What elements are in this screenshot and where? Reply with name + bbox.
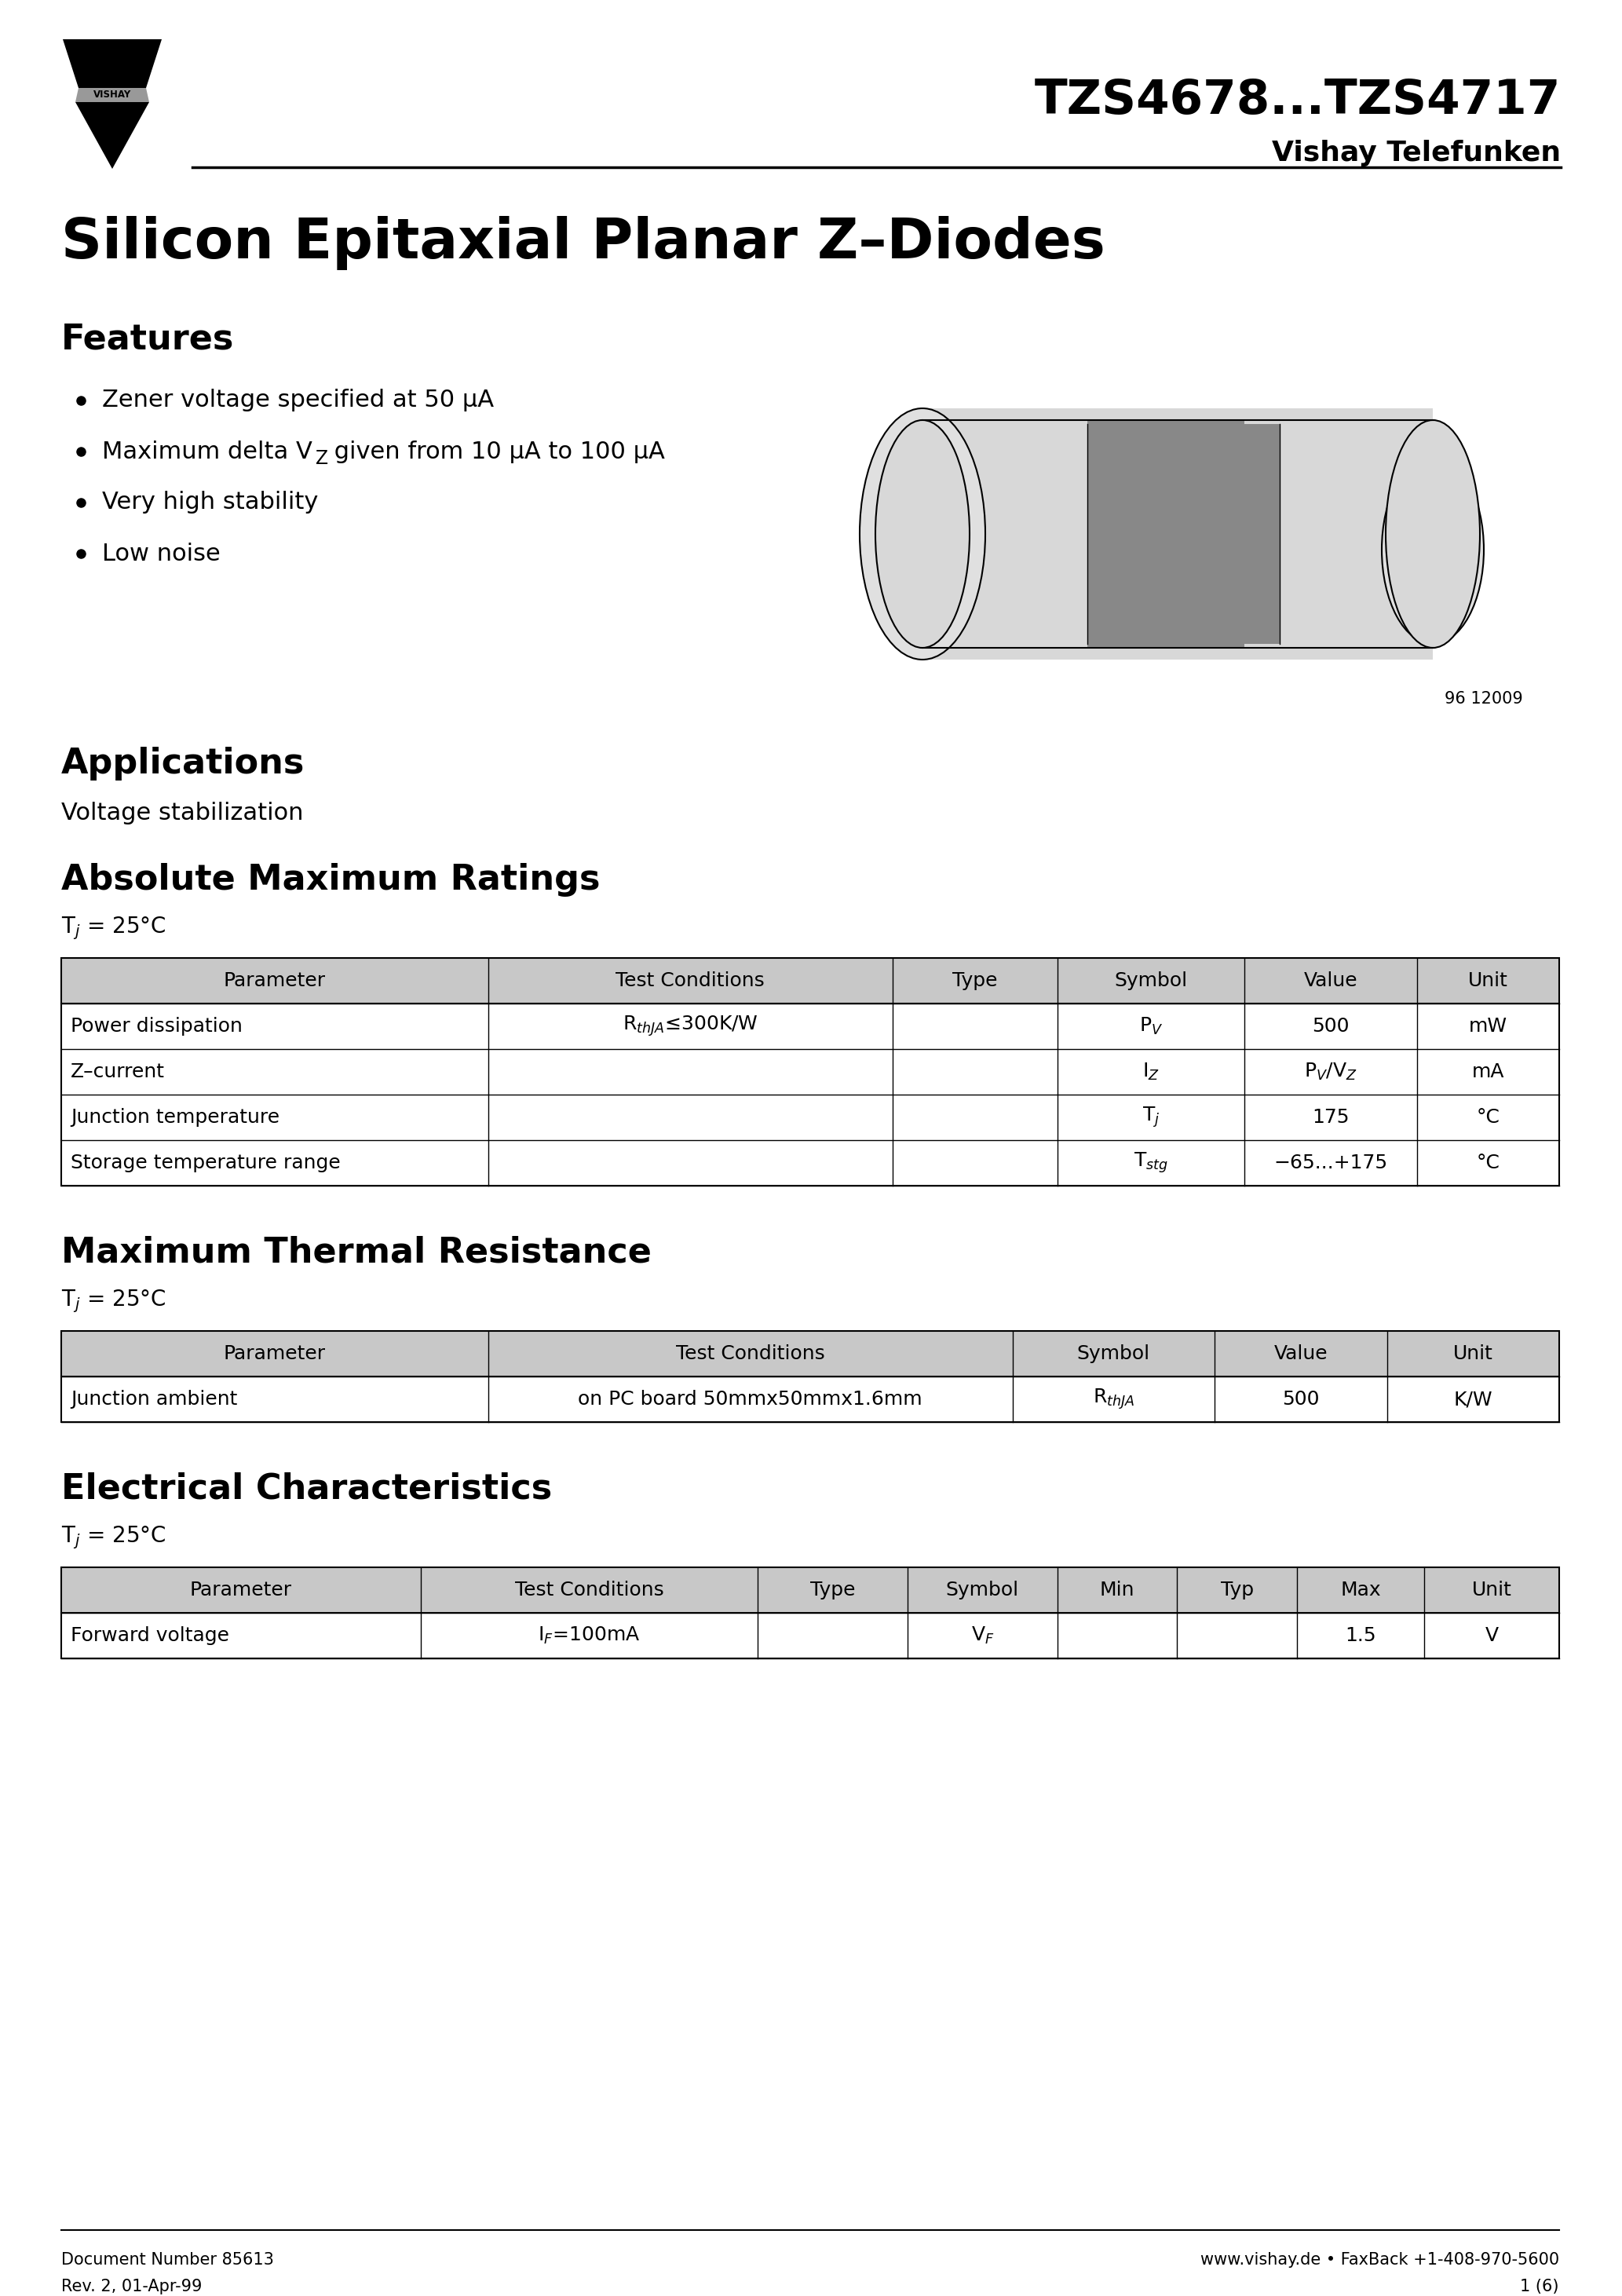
Text: Type: Type [809,1580,855,1600]
Text: Unit: Unit [1468,971,1508,990]
Bar [62,957,1559,1003]
Text: V: V [1486,1626,1499,1644]
Text: Forward voltage: Forward voltage [71,1626,229,1644]
Text: T$_j$ = 25°C: T$_j$ = 25°C [62,1288,165,1313]
Text: Features: Features [62,321,234,356]
Text: Z: Z [316,450,328,468]
Text: Maximum Thermal Resistance: Maximum Thermal Resistance [62,1235,652,1270]
Text: Junction temperature: Junction temperature [71,1109,279,1127]
Text: I$_F$=100mA: I$_F$=100mA [539,1626,641,1646]
Text: Value: Value [1304,971,1358,990]
Bar [62,1332,1559,1378]
Polygon shape [63,39,162,87]
Text: 500: 500 [1281,1389,1319,1410]
Text: T$_j$ = 25°C: T$_j$ = 25°C [62,914,165,941]
Bar [62,957,1559,1185]
Text: K/W: K/W [1453,1389,1492,1410]
Text: 1 (6): 1 (6) [1520,2278,1559,2294]
Text: I$_Z$: I$_Z$ [1142,1061,1160,1081]
Text: Symbol: Symbol [1077,1343,1150,1364]
Text: °C: °C [1476,1109,1500,1127]
Text: Symbol: Symbol [1114,971,1187,990]
Text: Maximum delta V: Maximum delta V [102,441,313,464]
Text: VISHAY: VISHAY [94,90,131,101]
Text: T$_{stg}$: T$_{stg}$ [1134,1150,1168,1176]
Text: Typ: Typ [1221,1580,1254,1600]
Text: Test Conditions: Test Conditions [616,971,766,990]
Text: Max: Max [1340,1580,1380,1600]
Text: Voltage stabilization: Voltage stabilization [62,801,303,824]
Ellipse shape [860,409,985,659]
Text: Electrical Characteristics: Electrical Characteristics [62,1472,551,1506]
Bar [62,1332,1559,1421]
Text: Test Conditions: Test Conditions [514,1580,663,1600]
Text: T$_j$: T$_j$ [1142,1104,1160,1130]
Ellipse shape [1385,420,1479,647]
Text: 175: 175 [1312,1109,1350,1127]
Text: mA: mA [1471,1063,1504,1081]
Bar [62,1612,1559,1658]
Text: Min: Min [1100,1580,1135,1600]
Text: Very high stability: Very high stability [102,491,318,514]
Text: TZS4678...TZS4717: TZS4678...TZS4717 [1035,78,1560,124]
Text: Silicon Epitaxial Planar Z–Diodes: Silicon Epitaxial Planar Z–Diodes [62,216,1105,271]
Text: Storage temperature range: Storage temperature range [71,1153,341,1173]
Bar [62,1568,1559,1658]
Text: mW: mW [1470,1017,1507,1035]
Text: Parameter: Parameter [224,1343,326,1364]
Text: Power dissipation: Power dissipation [71,1017,243,1035]
Bar [1087,420,1244,647]
Bar [62,1568,1559,1612]
Text: P$_V$/V$_Z$: P$_V$/V$_Z$ [1304,1061,1358,1081]
Text: Absolute Maximum Ratings: Absolute Maximum Ratings [62,863,600,895]
Ellipse shape [1382,455,1484,643]
Text: Z–current: Z–current [71,1063,165,1081]
Polygon shape [75,87,149,101]
Text: on PC board 50mmx50mmx1.6mm: on PC board 50mmx50mmx1.6mm [577,1389,923,1410]
Text: Parameter: Parameter [224,971,326,990]
Text: Zener voltage specified at 50 μA: Zener voltage specified at 50 μA [102,388,495,411]
Text: Test Conditions: Test Conditions [676,1343,824,1364]
Text: given from 10 μA to 100 μA: given from 10 μA to 100 μA [326,441,665,464]
Text: Symbol: Symbol [946,1580,1019,1600]
Bar [923,409,1432,659]
Text: Junction ambient: Junction ambient [71,1389,237,1410]
Text: Unit: Unit [1453,1343,1492,1364]
Text: Low noise: Low noise [102,542,221,565]
Text: Document Number 85613: Document Number 85613 [62,2252,274,2268]
Text: www.vishay.de • FaxBack +1-408-970-5600: www.vishay.de • FaxBack +1-408-970-5600 [1200,2252,1559,2268]
Text: R$_{thJA}$: R$_{thJA}$ [1093,1387,1134,1412]
Bar [62,1141,1559,1185]
Polygon shape [75,101,149,170]
Text: 1.5: 1.5 [1345,1626,1377,1644]
Text: P$_V$: P$_V$ [1139,1017,1163,1035]
Text: −65...+175: −65...+175 [1273,1153,1388,1173]
Bar [1087,425,1280,643]
Text: Vishay Telefunken: Vishay Telefunken [1272,140,1560,168]
Ellipse shape [876,420,970,647]
Text: 500: 500 [1312,1017,1350,1035]
Text: R$_{thJA}$≤300K/W: R$_{thJA}$≤300K/W [623,1015,757,1038]
Bar [62,1049,1559,1095]
Text: Type: Type [952,971,998,990]
Bar [62,1003,1559,1049]
Text: 96 12009: 96 12009 [1445,691,1523,707]
Text: V$_F$: V$_F$ [972,1626,994,1646]
Text: Rev. 2, 01-Apr-99: Rev. 2, 01-Apr-99 [62,2278,203,2294]
Bar [62,1095,1559,1141]
Text: Value: Value [1273,1343,1328,1364]
Text: Unit: Unit [1471,1580,1512,1600]
Text: Applications: Applications [62,746,305,781]
Text: Parameter: Parameter [190,1580,292,1600]
Text: °C: °C [1476,1153,1500,1173]
Bar [62,1378,1559,1421]
Text: T$_j$ = 25°C: T$_j$ = 25°C [62,1525,165,1550]
